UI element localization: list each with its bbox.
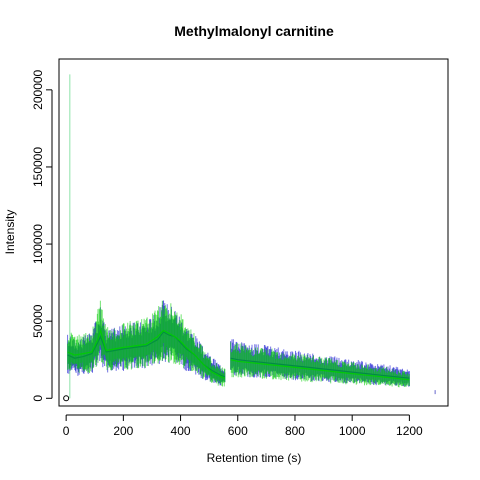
x-tick-label: 600: [228, 424, 248, 438]
y-axis: 0 50000 100000 150000 200000: [31, 69, 53, 402]
series-2: [67, 300, 410, 388]
open-point: [63, 395, 70, 402]
y-tick-label: 100000: [31, 224, 45, 264]
x-tick-label: 200: [113, 424, 133, 438]
x-axis: 0 200 400 600 800 1000 1200: [63, 414, 423, 438]
series-2-line-2: [230, 359, 410, 381]
x-tick-label: 800: [285, 424, 305, 438]
series-layer: [63, 74, 436, 402]
plot-frame: [58, 58, 449, 407]
chart-title: Methylmalonyl carnitine: [174, 23, 334, 39]
y-axis-label: Intensity: [3, 210, 17, 255]
x-axis-label: Retention time (s): [207, 451, 302, 465]
x-tick-label: 0: [63, 424, 70, 438]
y-tick-label: 0: [31, 395, 45, 402]
series-2-band-2: [230, 342, 410, 388]
series-2-line-1: [67, 328, 226, 379]
x-tick-label: 400: [171, 424, 191, 438]
series-2-band-1: [67, 300, 226, 387]
y-tick-label: 50000: [31, 304, 45, 338]
x-tick-label: 1000: [339, 424, 366, 438]
x-tick-label: 1200: [396, 424, 423, 438]
y-tick-label: 200000: [31, 69, 45, 109]
y-tick-label: 150000: [31, 147, 45, 187]
